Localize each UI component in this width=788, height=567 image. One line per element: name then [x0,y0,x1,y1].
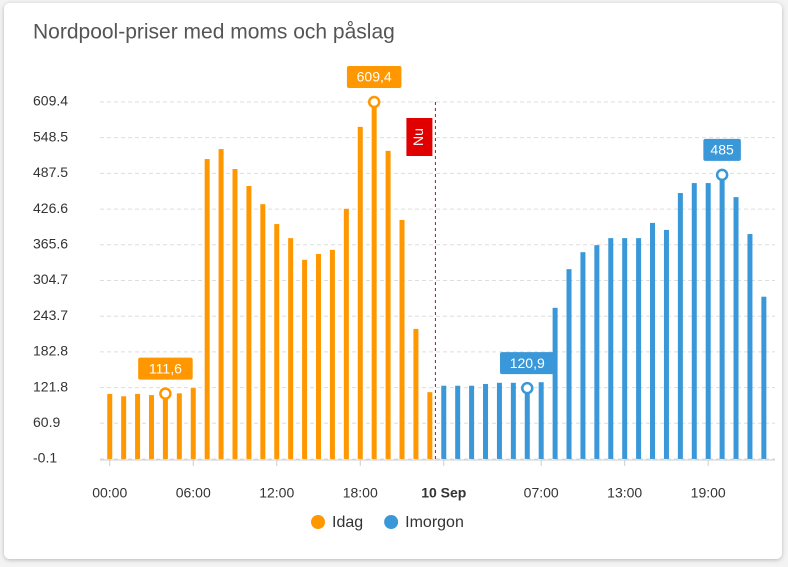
bar [733,197,739,459]
value-label: 111,6 [149,360,182,376]
bar [524,388,530,459]
bar [705,183,711,459]
bar [566,269,572,459]
chart-title: Nordpool-priser med moms och påslag [33,21,395,44]
bar [371,102,377,459]
card [4,3,782,559]
value-label-box [138,357,193,380]
bar [636,238,642,459]
bar [469,385,475,459]
bar [413,328,419,459]
value-label-box [703,138,741,161]
x-tick-label: 07:00 [524,485,559,501]
value-label-box [500,352,555,375]
point-marker [159,387,172,400]
bar [302,259,308,459]
bar [441,385,447,459]
bar [552,307,558,459]
bar [135,393,141,459]
value-label: 609,4 [357,69,392,85]
point-marker [715,168,729,182]
bar [162,393,168,459]
bar [747,234,753,459]
bar [343,208,349,459]
bar [510,382,516,459]
bar [427,392,433,459]
bar [691,183,697,459]
y-tick-label: 548.5 [33,128,68,144]
bar [190,388,196,459]
bar [538,382,544,459]
y-tick-label: -0.1 [33,450,57,466]
legend-marker [311,515,325,529]
value-label-box [346,66,402,88]
legend-label: Idag [332,514,363,531]
bar [260,204,266,459]
bar [622,238,628,459]
bar [608,238,614,459]
y-tick-label: 609.4 [33,93,68,109]
bar [455,385,461,459]
x-tick-label: 06:00 [176,485,211,501]
legend-marker [384,515,399,529]
value-label: 485 [710,142,734,158]
now-label: Nu [410,128,426,146]
bar [232,169,238,459]
bar [246,185,252,459]
y-tick-label: 426.6 [33,200,68,216]
bar [176,393,182,459]
x-tick-label: 19:00 [691,485,726,501]
bar [580,252,586,459]
x-tick-label: 10 Sep [421,485,466,501]
bar [483,383,489,459]
x-tick-label: 18:00 [343,485,378,501]
point-marker [367,95,381,109]
bar [329,249,335,459]
x-tick-label: 13:00 [607,485,642,501]
bar [663,229,669,459]
now-label-box [406,118,433,156]
bar [288,238,294,459]
bar [650,222,656,459]
bar [719,174,725,459]
y-tick-label: 121.8 [33,378,68,394]
bar [121,396,127,459]
bar [218,149,224,459]
point-marker [521,381,534,395]
legend-label: Imorgon [405,514,464,531]
bar [677,193,683,459]
x-tick-label: 12:00 [259,485,294,501]
bar [204,159,210,459]
y-tick-label: 304.7 [33,271,68,287]
bar [761,296,767,459]
y-tick-label: 365.6 [33,236,68,252]
bar [496,382,502,459]
bar [148,395,154,459]
bar [316,253,322,459]
bar [357,126,363,459]
bar [107,393,113,459]
bar [594,245,600,459]
bar [274,224,280,459]
value-label: 120,9 [510,355,545,371]
y-tick-label: 182.8 [33,343,68,359]
bar [399,219,405,459]
x-tick-label: 00:00 [92,485,127,501]
y-tick-label: 243.7 [33,307,68,323]
y-tick-label: 487.5 [33,164,68,180]
bar [385,150,391,459]
y-tick-label: 60.9 [33,414,60,430]
